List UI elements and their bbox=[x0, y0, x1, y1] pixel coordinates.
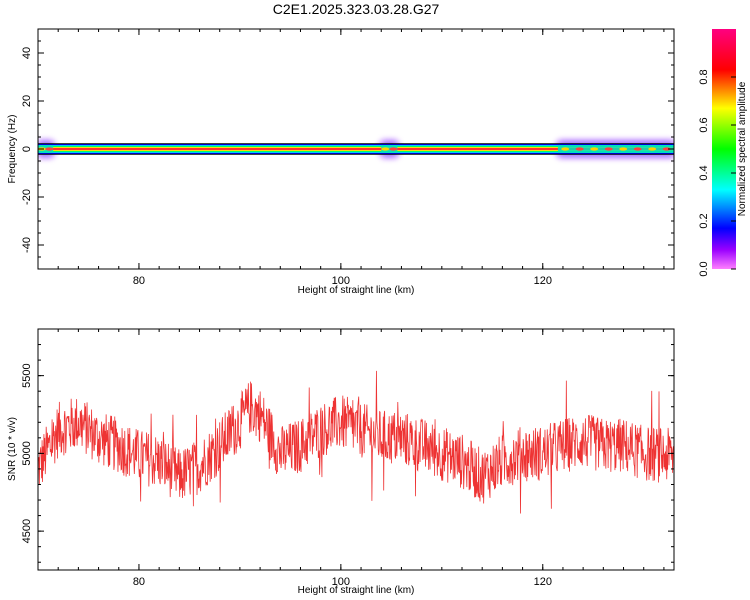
snr-xtick-label-2: 120 bbox=[534, 576, 552, 588]
disturbance-speckle bbox=[633, 147, 642, 151]
snr-ticks: 80 100 120 4500 5000 5500 bbox=[21, 328, 674, 588]
colorbar-tick-label-0: 0.0 bbox=[698, 261, 710, 276]
snr-ytick-label-2: 5500 bbox=[21, 363, 33, 387]
disturbance-speckle bbox=[45, 147, 54, 151]
spectrogram-xtick-label-2: 120 bbox=[534, 275, 552, 287]
snr-ytick-label-1: 5000 bbox=[21, 441, 33, 465]
snr-ytick-label-0: 4500 bbox=[21, 519, 33, 543]
spectrogram-ylabel: Frequency (Hz) bbox=[7, 115, 18, 184]
snr-frame bbox=[37, 328, 675, 571]
figure-title: C2E1.2025.323.03.28.G27 bbox=[273, 1, 440, 17]
disturbance-band-1 bbox=[381, 145, 398, 153]
spectrogram-panel: 80 100 120 -40 -20 0 20 40 Height of straight l… bbox=[7, 28, 675, 296]
colorbar: 0.0 0.2 0.4 0.6 0.8 Normalized spectral ampl… bbox=[698, 29, 748, 277]
disturbance-speckle bbox=[575, 147, 584, 151]
snr-xtick-label-0: 80 bbox=[133, 576, 145, 588]
spectrogram-xtick-label-0: 80 bbox=[133, 275, 145, 287]
spectrogram-ytick-label-4: 40 bbox=[21, 47, 33, 59]
snr-xtick-label-1: 100 bbox=[332, 576, 350, 588]
spectrogram-ytick-label-1: -20 bbox=[21, 189, 33, 205]
colorbar-tick-label-3: 0.6 bbox=[698, 117, 710, 132]
spectrogram-xlabel: Height of straight line (km) bbox=[298, 285, 415, 296]
spectral-band-layer-4 bbox=[38, 147, 674, 151]
disturbance-band-2 bbox=[557, 145, 674, 153]
spectrogram-xtick-label-1: 100 bbox=[332, 275, 350, 287]
disturbance-speckle bbox=[381, 147, 390, 151]
disturbance-speckle bbox=[561, 147, 570, 151]
spectrogram-heatmap bbox=[38, 138, 674, 160]
snr-panel: 80 100 120 4500 5000 5500 Height of straight … bbox=[7, 328, 675, 596]
disturbance-speckle bbox=[648, 147, 657, 151]
spectrogram-ytick-label-2: 0 bbox=[21, 146, 33, 152]
colorbar-tick-label-1: 0.2 bbox=[698, 213, 710, 228]
spectrogram-ticks: 80 100 120 -40 -20 0 20 40 bbox=[21, 28, 674, 287]
heat-layer bbox=[38, 138, 674, 160]
snr-series-line bbox=[38, 370, 674, 514]
disturbance-speckle bbox=[604, 147, 613, 151]
colorbar-tick-label-2: 0.4 bbox=[698, 165, 710, 180]
colorbar-ticks: 0.0 0.2 0.4 0.6 0.8 bbox=[698, 69, 736, 277]
disturbance-speckle bbox=[389, 147, 398, 151]
disturbance-speckle bbox=[662, 147, 671, 151]
spectrogram-ytick-label-3: 20 bbox=[21, 95, 33, 107]
disturbance-speckle bbox=[619, 147, 628, 151]
spectrogram-ytick-label-0: -40 bbox=[21, 237, 33, 253]
snr-ylabel: SNR (10 * v/v) bbox=[7, 417, 18, 481]
colorbar-label: Normalized spectral amplitude bbox=[737, 81, 748, 216]
colorbar-tick-label-4: 0.8 bbox=[698, 69, 710, 84]
colorbar-gradient bbox=[712, 29, 736, 269]
disturbance-speckle bbox=[590, 147, 599, 151]
snr-xlabel: Height of straight line (km) bbox=[298, 585, 415, 596]
